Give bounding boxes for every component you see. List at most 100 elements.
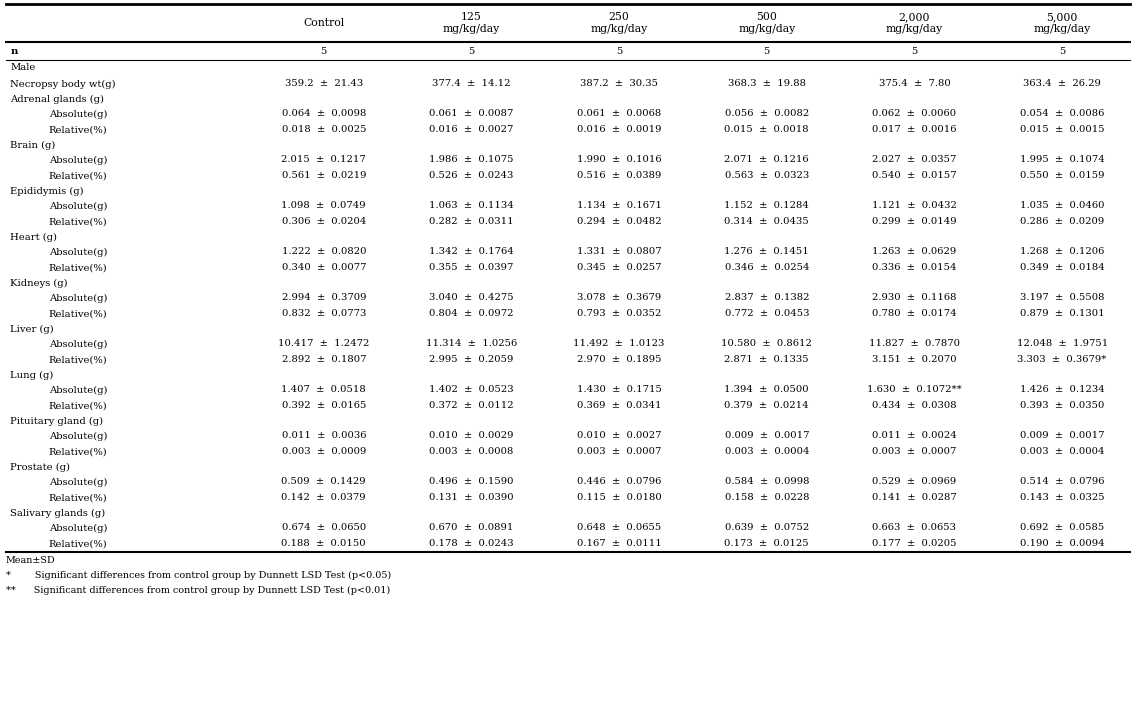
Text: 10.417  ±  1.2472: 10.417 ± 1.2472 bbox=[278, 340, 369, 348]
Text: 1.990  ±  0.1016: 1.990 ± 0.1016 bbox=[577, 156, 661, 164]
Text: 0.062  ±  0.0060: 0.062 ± 0.0060 bbox=[872, 110, 957, 118]
Text: 0.804  ±  0.0972: 0.804 ± 0.0972 bbox=[429, 310, 513, 318]
Text: 1.152  ±  0.1284: 1.152 ± 0.1284 bbox=[725, 201, 809, 211]
Text: 0.670  ±  0.0891: 0.670 ± 0.0891 bbox=[429, 523, 513, 533]
Text: 0.446  ±  0.0796: 0.446 ± 0.0796 bbox=[577, 478, 661, 487]
Text: 3.040  ±  0.4275: 3.040 ± 0.4275 bbox=[429, 293, 513, 303]
Text: 0.141  ±  0.0287: 0.141 ± 0.0287 bbox=[872, 493, 957, 503]
Text: 1.222  ±  0.0820: 1.222 ± 0.0820 bbox=[282, 247, 366, 257]
Text: 12.048  ±  1.9751: 12.048 ± 1.9751 bbox=[1017, 340, 1108, 348]
Text: 0.355  ±  0.0397: 0.355 ± 0.0397 bbox=[429, 264, 513, 272]
Text: 0.061  ±  0.0068: 0.061 ± 0.0068 bbox=[577, 110, 661, 118]
Text: 0.780  ±  0.0174: 0.780 ± 0.0174 bbox=[872, 310, 957, 318]
Text: 0.142  ±  0.0379: 0.142 ± 0.0379 bbox=[282, 493, 366, 503]
Text: 0.379  ±  0.0214: 0.379 ± 0.0214 bbox=[725, 402, 809, 411]
Text: 500
mg/kg/day: 500 mg/kg/day bbox=[738, 12, 795, 34]
Text: Prostate (g): Prostate (g) bbox=[10, 462, 70, 472]
Text: 5: 5 bbox=[1059, 47, 1066, 55]
Text: 0.009  ±  0.0017: 0.009 ± 0.0017 bbox=[725, 432, 809, 440]
Text: 0.064  ±  0.0098: 0.064 ± 0.0098 bbox=[282, 110, 366, 118]
Text: Relative(%): Relative(%) bbox=[49, 310, 108, 318]
Text: 0.299  ±  0.0149: 0.299 ± 0.0149 bbox=[872, 217, 957, 227]
Text: 2.015  ±  0.1217: 2.015 ± 0.1217 bbox=[282, 156, 366, 164]
Text: 1.276  ±  0.1451: 1.276 ± 0.1451 bbox=[725, 247, 809, 257]
Text: 5,000
mg/kg/day: 5,000 mg/kg/day bbox=[1034, 12, 1091, 34]
Text: Lung (g): Lung (g) bbox=[10, 371, 53, 379]
Text: 0.345  ±  0.0257: 0.345 ± 0.0257 bbox=[577, 264, 661, 272]
Text: 0.516  ±  0.0389: 0.516 ± 0.0389 bbox=[577, 171, 661, 181]
Text: 0.061  ±  0.0087: 0.061 ± 0.0087 bbox=[429, 110, 513, 118]
Text: 368.3  ±  19.88: 368.3 ± 19.88 bbox=[728, 80, 805, 88]
Text: 0.003  ±  0.0007: 0.003 ± 0.0007 bbox=[577, 447, 661, 457]
Text: 0.167  ±  0.0111: 0.167 ± 0.0111 bbox=[577, 539, 661, 549]
Text: 0.017  ±  0.0016: 0.017 ± 0.0016 bbox=[872, 125, 957, 135]
Text: 2.871  ±  0.1335: 2.871 ± 0.1335 bbox=[725, 356, 809, 364]
Text: 1.407  ±  0.0518: 1.407 ± 0.0518 bbox=[282, 386, 366, 394]
Text: Relative(%): Relative(%) bbox=[49, 264, 108, 272]
Text: n: n bbox=[10, 47, 17, 55]
Text: Necropsy body wt(g): Necropsy body wt(g) bbox=[10, 80, 116, 89]
Text: 0.282  ±  0.0311: 0.282 ± 0.0311 bbox=[429, 217, 513, 227]
Text: 2.837  ±  0.1382: 2.837 ± 0.1382 bbox=[725, 293, 809, 303]
Text: 0.173  ±  0.0125: 0.173 ± 0.0125 bbox=[725, 539, 809, 549]
Text: Pituitary gland (g): Pituitary gland (g) bbox=[10, 417, 103, 426]
Text: Heart (g): Heart (g) bbox=[10, 232, 57, 242]
Text: 0.143  ±  0.0325: 0.143 ± 0.0325 bbox=[1020, 493, 1104, 503]
Text: 0.016  ±  0.0027: 0.016 ± 0.0027 bbox=[429, 125, 513, 135]
Text: 1.268  ±  0.1206: 1.268 ± 0.1206 bbox=[1020, 247, 1104, 257]
Text: 3.303  ±  0.3679*: 3.303 ± 0.3679* bbox=[1018, 356, 1106, 364]
Text: 3.078  ±  0.3679: 3.078 ± 0.3679 bbox=[577, 293, 661, 303]
Text: 0.306  ±  0.0204: 0.306 ± 0.0204 bbox=[282, 217, 366, 227]
Text: Relative(%): Relative(%) bbox=[49, 402, 108, 411]
Text: 0.434  ±  0.0308: 0.434 ± 0.0308 bbox=[872, 402, 957, 411]
Text: 1.263  ±  0.0629: 1.263 ± 0.0629 bbox=[872, 247, 957, 257]
Text: 387.2  ±  30.35: 387.2 ± 30.35 bbox=[580, 80, 658, 88]
Text: 0.832  ±  0.0773: 0.832 ± 0.0773 bbox=[282, 310, 366, 318]
Text: Relative(%): Relative(%) bbox=[49, 171, 108, 181]
Text: 0.158  ±  0.0228: 0.158 ± 0.0228 bbox=[725, 493, 809, 503]
Text: 0.639  ±  0.0752: 0.639 ± 0.0752 bbox=[725, 523, 809, 533]
Text: 0.336  ±  0.0154: 0.336 ± 0.0154 bbox=[872, 264, 957, 272]
Text: 1.063  ±  0.1134: 1.063 ± 0.1134 bbox=[429, 201, 513, 211]
Text: 0.018  ±  0.0025: 0.018 ± 0.0025 bbox=[282, 125, 366, 135]
Text: 2,000
mg/kg/day: 2,000 mg/kg/day bbox=[886, 12, 943, 34]
Text: 0.177  ±  0.0205: 0.177 ± 0.0205 bbox=[872, 539, 957, 549]
Text: 0.314  ±  0.0435: 0.314 ± 0.0435 bbox=[725, 217, 809, 227]
Text: 0.372  ±  0.0112: 0.372 ± 0.0112 bbox=[429, 402, 513, 411]
Text: 0.349  ±  0.0184: 0.349 ± 0.0184 bbox=[1020, 264, 1104, 272]
Text: 0.692  ±  0.0585: 0.692 ± 0.0585 bbox=[1020, 523, 1104, 533]
Text: 2.892  ±  0.1807: 2.892 ± 0.1807 bbox=[282, 356, 366, 364]
Text: 0.056  ±  0.0082: 0.056 ± 0.0082 bbox=[725, 110, 809, 118]
Text: 1.342  ±  0.1764: 1.342 ± 0.1764 bbox=[429, 247, 513, 257]
Text: 0.496  ±  0.1590: 0.496 ± 0.1590 bbox=[429, 478, 513, 487]
Text: 0.011  ±  0.0036: 0.011 ± 0.0036 bbox=[282, 432, 366, 440]
Text: 11.827  ±  0.7870: 11.827 ± 0.7870 bbox=[869, 340, 960, 348]
Text: 1.995  ±  0.1074: 1.995 ± 0.1074 bbox=[1020, 156, 1104, 164]
Text: Relative(%): Relative(%) bbox=[49, 217, 108, 227]
Text: 0.286  ±  0.0209: 0.286 ± 0.0209 bbox=[1020, 217, 1104, 227]
Text: Relative(%): Relative(%) bbox=[49, 447, 108, 457]
Text: 0.879  ±  0.1301: 0.879 ± 0.1301 bbox=[1020, 310, 1104, 318]
Text: 0.561  ±  0.0219: 0.561 ± 0.0219 bbox=[282, 171, 366, 181]
Text: 1.121  ±  0.0432: 1.121 ± 0.0432 bbox=[872, 201, 957, 211]
Text: 125
mg/kg/day: 125 mg/kg/day bbox=[443, 12, 500, 34]
Text: 0.010  ±  0.0029: 0.010 ± 0.0029 bbox=[429, 432, 513, 440]
Text: 5: 5 bbox=[911, 47, 918, 55]
Text: 0.003  ±  0.0009: 0.003 ± 0.0009 bbox=[282, 447, 366, 457]
Text: 250
mg/kg/day: 250 mg/kg/day bbox=[591, 12, 648, 34]
Text: 0.003  ±  0.0004: 0.003 ± 0.0004 bbox=[725, 447, 809, 457]
Text: Epididymis (g): Epididymis (g) bbox=[10, 186, 84, 196]
Text: 2.930  ±  0.1168: 2.930 ± 0.1168 bbox=[872, 293, 957, 303]
Text: 1.331  ±  0.0807: 1.331 ± 0.0807 bbox=[577, 247, 661, 257]
Text: 1.630  ±  0.1072**: 1.630 ± 0.1072** bbox=[867, 386, 962, 394]
Text: 0.003  ±  0.0008: 0.003 ± 0.0008 bbox=[429, 447, 513, 457]
Text: 0.550  ±  0.0159: 0.550 ± 0.0159 bbox=[1020, 171, 1104, 181]
Text: 0.009  ±  0.0017: 0.009 ± 0.0017 bbox=[1020, 432, 1104, 440]
Text: 0.529  ±  0.0969: 0.529 ± 0.0969 bbox=[872, 478, 957, 487]
Text: 0.540  ±  0.0157: 0.540 ± 0.0157 bbox=[872, 171, 957, 181]
Text: 0.178  ±  0.0243: 0.178 ± 0.0243 bbox=[429, 539, 513, 549]
Text: 0.190  ±  0.0094: 0.190 ± 0.0094 bbox=[1020, 539, 1104, 549]
Text: 0.648  ±  0.0655: 0.648 ± 0.0655 bbox=[577, 523, 661, 533]
Text: 0.514  ±  0.0796: 0.514 ± 0.0796 bbox=[1020, 478, 1104, 487]
Text: 0.526  ±  0.0243: 0.526 ± 0.0243 bbox=[429, 171, 513, 181]
